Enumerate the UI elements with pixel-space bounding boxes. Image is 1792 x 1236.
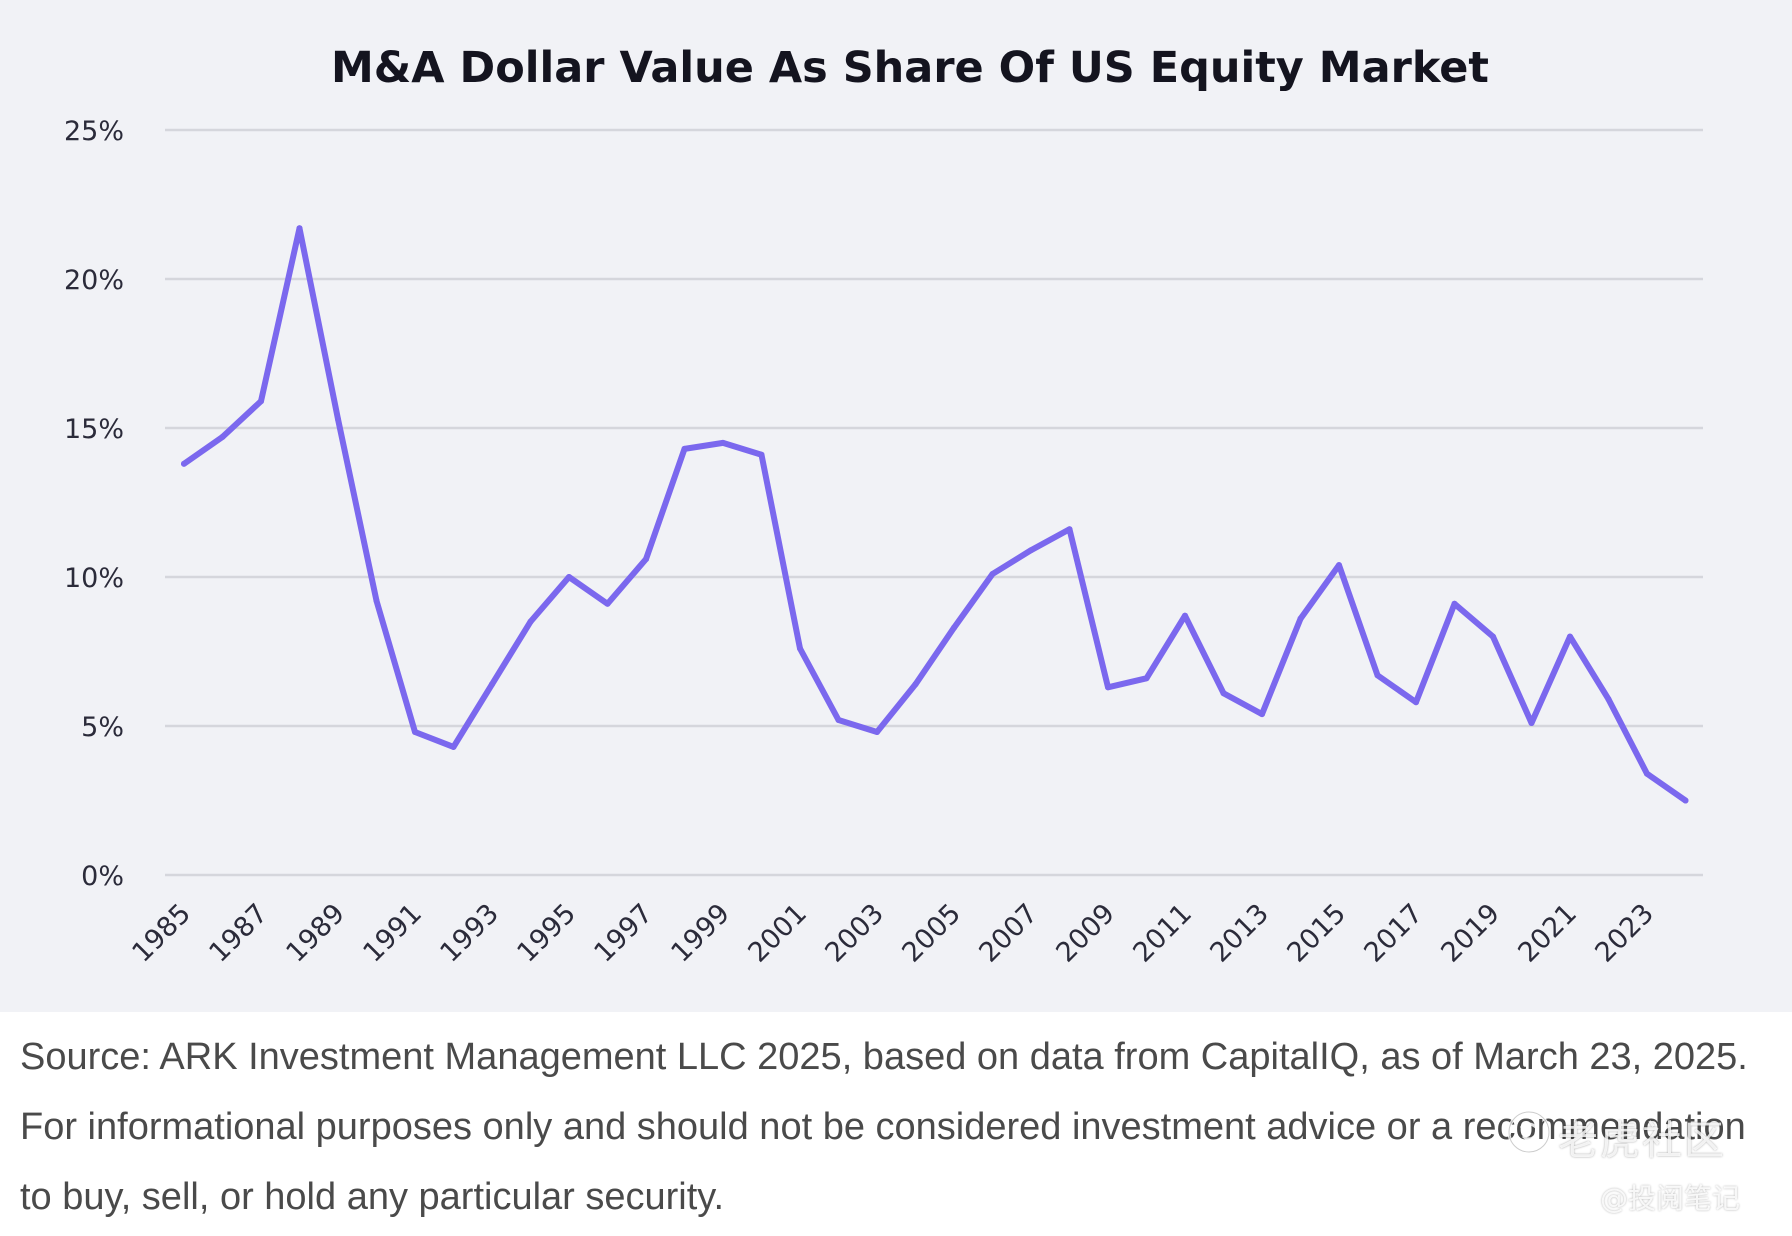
x-tick-label: 2013	[1204, 898, 1275, 969]
data-point	[527, 618, 534, 625]
x-tick-label: 2021	[1512, 898, 1583, 969]
data-point	[450, 743, 457, 750]
x-tick-label: 1985	[126, 898, 197, 969]
chart-title: M&A Dollar Value As Share Of US Equity M…	[331, 43, 1489, 93]
data-point	[258, 398, 264, 405]
data-point	[1451, 600, 1458, 607]
x-tick-label: 2017	[1358, 898, 1429, 969]
x-tick-label: 2005	[896, 898, 967, 969]
data-point	[758, 451, 765, 458]
data-point	[835, 717, 842, 723]
tiger-logo-icon	[1507, 1110, 1551, 1154]
data-point	[335, 416, 341, 423]
data-point	[296, 225, 303, 232]
data-point	[1028, 547, 1034, 554]
y-tick-label: 25%	[64, 116, 124, 147]
data-point	[1528, 720, 1535, 726]
data-point	[412, 729, 418, 735]
data-point	[489, 681, 495, 688]
series-layer	[181, 225, 1689, 804]
x-tick-label: 1997	[588, 898, 659, 969]
x-tick-label: 2007	[973, 898, 1044, 969]
x-tick-label: 2003	[819, 898, 890, 969]
data-point	[989, 571, 996, 577]
data-point	[1567, 633, 1573, 640]
x-tick-label: 1987	[203, 898, 274, 969]
chart-panel: M&A Dollar Value As Share Of US Equity M…	[0, 0, 1792, 1012]
data-point	[1297, 615, 1304, 622]
watermark-main-text: 老虎社区	[1558, 1118, 1726, 1164]
data-point	[1374, 672, 1381, 679]
x-tick-label: 2009	[1050, 898, 1121, 969]
x-tick-label: 1999	[665, 898, 736, 969]
x-axis-labels: 1985 1987 1989 1991 1993 1995 1997 1999 2001 2003…	[126, 898, 1660, 969]
data-point	[1490, 633, 1496, 640]
watermark-sub: @投阅笔记	[1600, 1182, 1741, 1215]
y-tick-label: 5%	[81, 712, 124, 743]
data-point	[604, 600, 611, 607]
x-tick-label: 1991	[357, 898, 428, 969]
data-point	[1182, 612, 1188, 619]
data-point	[1066, 526, 1073, 533]
x-tick-label: 2023	[1589, 898, 1660, 969]
data-point	[874, 729, 880, 735]
data-point	[1605, 696, 1612, 703]
data-point	[373, 597, 380, 604]
gridlines	[165, 128, 1703, 877]
data-point	[1105, 684, 1111, 691]
y-tick-label: 20%	[64, 265, 124, 296]
x-tick-label: 2019	[1435, 898, 1506, 969]
data-point	[181, 460, 187, 467]
data-point	[797, 645, 803, 652]
x-tick-label: 2015	[1281, 898, 1352, 969]
data-point	[643, 556, 649, 563]
y-axis-labels: 0% 5% 10% 15% 20% 25%	[64, 116, 124, 892]
data-point	[219, 433, 226, 440]
data-point	[1682, 797, 1689, 804]
data-point	[951, 624, 957, 631]
data-point	[1143, 675, 1150, 682]
series-line	[181, 225, 1689, 804]
y-tick-label: 0%	[81, 861, 124, 892]
data-point	[566, 574, 572, 580]
y-tick-label: 10%	[64, 563, 124, 594]
data-point	[681, 445, 688, 452]
data-point	[1336, 562, 1342, 569]
watermark-main: 老虎社区	[1500, 1108, 1726, 1166]
data-point	[1644, 770, 1650, 777]
data-point	[1259, 711, 1265, 718]
x-tick-label: 2001	[742, 898, 813, 969]
y-tick-label: 15%	[64, 414, 124, 445]
data-point	[1413, 699, 1419, 706]
x-tick-label: 2011	[1127, 898, 1198, 969]
data-point	[720, 439, 726, 446]
chart-svg: M&A Dollar Value As Share Of US Equity M…	[64, 43, 1703, 969]
source-note: Source: ARK Investment Management LLC 20…	[20, 1036, 1748, 1218]
x-tick-label: 1995	[511, 898, 582, 969]
data-point	[1220, 690, 1227, 697]
data-point	[912, 681, 919, 688]
x-tick-label: 1993	[434, 898, 505, 969]
x-tick-label: 1989	[280, 898, 351, 969]
